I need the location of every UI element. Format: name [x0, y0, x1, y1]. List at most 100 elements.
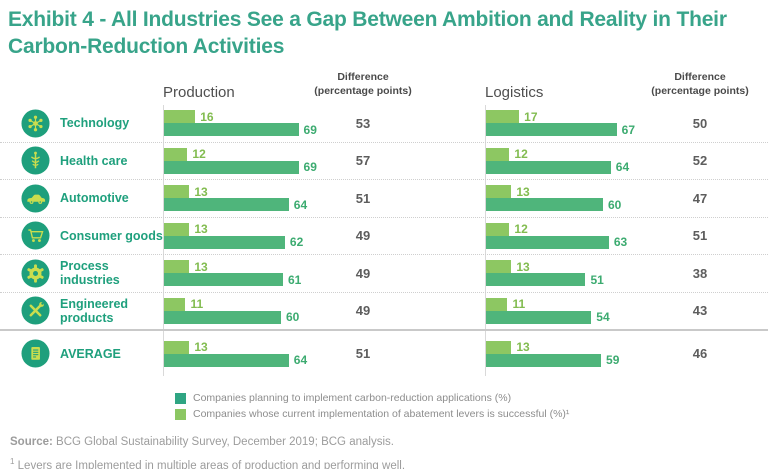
- production-planning-bar: [164, 353, 289, 367]
- logistics-successful-bar-line: 13: [486, 340, 655, 355]
- production-successful-bar-line: 12: [164, 147, 333, 162]
- production-planning-bar-line: 62: [164, 235, 333, 250]
- production-planning-bar: [164, 160, 299, 174]
- footnote-line: 1 Levers are Implemented in multiple are…: [10, 457, 768, 469]
- logistics-column-header: Logistics: [485, 83, 544, 101]
- logistics-planning-value: 59: [606, 353, 620, 368]
- logistics-successful-bar-line: 13: [486, 184, 655, 199]
- column-spacer: [393, 293, 485, 330]
- page-title: Exhibit 4 - All Industries See a Gap Bet…: [8, 6, 760, 60]
- logistics-successful-value: 12: [514, 222, 528, 237]
- production-planning-value: 62: [289, 235, 304, 250]
- production-planning-value: 69: [303, 122, 317, 137]
- production-successful-value: 13: [194, 184, 208, 199]
- logistics-successful-value: 12: [514, 147, 528, 162]
- logistics-bars-engineered-products: 11 54: [485, 292, 655, 330]
- logistics-difference-header: Difference (percentage points): [651, 71, 749, 98]
- logistics-planning-bar: [486, 198, 603, 212]
- logistics-successful-bar: [486, 297, 508, 311]
- engineered-products-tools-icon: [21, 296, 50, 325]
- logistics-planning-bar: [486, 160, 611, 174]
- source-label: Source:: [10, 436, 53, 449]
- logistics-successful-bar: [486, 110, 520, 124]
- average-document-icon: [21, 339, 50, 368]
- production-column-header: Production: [163, 83, 235, 101]
- logistics-successful-bar: [486, 260, 512, 274]
- logistics-planning-bar-line: 51: [486, 272, 655, 287]
- logistics-difference-value: 47: [692, 190, 708, 206]
- production-successful-value: 12: [192, 147, 206, 162]
- logistics-bars-automotive: 13 60: [485, 180, 655, 217]
- legend-label-planning: Companies planning to implement carbon-r…: [193, 392, 512, 405]
- production-bars-automotive: 13 64: [163, 180, 333, 217]
- legend-item-planning: Companies planning to implement carbon-r…: [175, 392, 768, 404]
- production-successful-bar: [164, 260, 190, 274]
- production-planning-bar-line: 60: [164, 310, 333, 324]
- column-spacer: [393, 105, 485, 142]
- production-successful-value: 16: [200, 109, 214, 124]
- production-difference-value: 51: [355, 190, 371, 206]
- industry-label: Process industries: [60, 259, 120, 288]
- logistics-successful-bar: [486, 185, 512, 199]
- logistics-planning-bar-line: 59: [486, 353, 655, 368]
- chart-legend: Companies planning to implement carbon-r…: [175, 392, 768, 420]
- production-difference-value: 51: [355, 346, 371, 362]
- production-successful-value: 13: [194, 340, 208, 355]
- production-planning-bar-line: 69: [164, 160, 333, 175]
- industry-row-automotive: Automotive 13 64 51 13 60 47: [0, 180, 768, 218]
- footer: Source: BCG Global Sustainability Survey…: [10, 436, 768, 469]
- logistics-planning-bar-line: 67: [486, 122, 655, 137]
- industry-cell-health-care: Health care: [0, 143, 163, 180]
- logistics-planning-bar-line: 60: [486, 197, 655, 212]
- source-line: Source: BCG Global Sustainability Survey…: [10, 436, 768, 448]
- logistics-successful-value: 17: [524, 109, 538, 124]
- industry-row-health-care: Health care 12 69 57 12 64 52: [0, 142, 768, 181]
- legend-swatch-planning: [175, 392, 186, 404]
- production-successful-bar-line: 13: [164, 184, 333, 199]
- source-text: BCG Global Sustainability Survey, Decemb…: [56, 436, 394, 449]
- production-successful-bar: [164, 110, 196, 124]
- logistics-bars-technology: 17 67: [485, 105, 655, 142]
- legend-item-successful: Companies whose current implementation o…: [175, 408, 768, 420]
- industry-row-engineered-products: Engineered products 11 60 49 11 54 43: [0, 292, 768, 330]
- legend-label-successful: Companies whose current implementation o…: [193, 408, 570, 421]
- industry-cell-automotive: Automotive: [0, 180, 163, 217]
- industry-cell-process-industries: Process industries: [0, 255, 163, 292]
- logistics-successful-value: 13: [516, 340, 530, 355]
- legend-swatch-successful: [175, 408, 186, 420]
- process-industries-gear-icon: [21, 259, 50, 288]
- production-successful-bar: [164, 185, 190, 199]
- logistics-difference-value: 52: [692, 153, 708, 169]
- production-planning-value: 69: [303, 160, 317, 175]
- production-bars-health-care: 12 69: [163, 142, 333, 180]
- production-difference-value: 49: [355, 265, 371, 281]
- footnote-text: Levers are Implemented in multiple areas…: [17, 459, 406, 469]
- automotive-car-icon: [21, 184, 50, 213]
- logistics-planning-value: 60: [608, 197, 622, 212]
- logistics-successful-bar: [486, 147, 510, 161]
- page-title-line2: Carbon-Reduction Activities: [8, 35, 285, 59]
- logistics-difference-value: 46: [692, 346, 708, 362]
- logistics-successful-bar-line: 12: [486, 147, 655, 162]
- industry-row-process-industries: Process industries 13 61 49 13 51 38: [0, 255, 768, 293]
- logistics-difference-value: 43: [692, 303, 708, 319]
- production-successful-bar-line: 11: [164, 297, 333, 311]
- production-bars-consumer-goods: 13 62: [163, 217, 333, 255]
- production-successful-bar-line: 16: [164, 109, 333, 124]
- industry-cell-average: AVERAGE: [0, 331, 163, 376]
- logistics-difference-value: 51: [692, 228, 708, 244]
- chart-rows: Technology 16 69 53 17 67 50 Health care 12 69 57 1…: [0, 105, 768, 377]
- logistics-successful-value: 13: [516, 184, 530, 199]
- logistics-successful-bar: [486, 222, 510, 236]
- column-headers: Production Difference (percentage points…: [0, 70, 768, 102]
- logistics-successful-bar-line: 12: [486, 222, 655, 237]
- industry-label: Health care: [60, 153, 128, 168]
- industry-label: Consumer goods: [60, 228, 163, 243]
- production-planning-bar: [164, 198, 289, 212]
- technology-network-icon: [21, 109, 50, 138]
- logistics-planning-value: 67: [621, 122, 635, 137]
- production-successful-bar-line: 13: [164, 340, 333, 355]
- logistics-planning-bar-line: 63: [486, 235, 655, 249]
- logistics-planning-value: 51: [590, 272, 604, 287]
